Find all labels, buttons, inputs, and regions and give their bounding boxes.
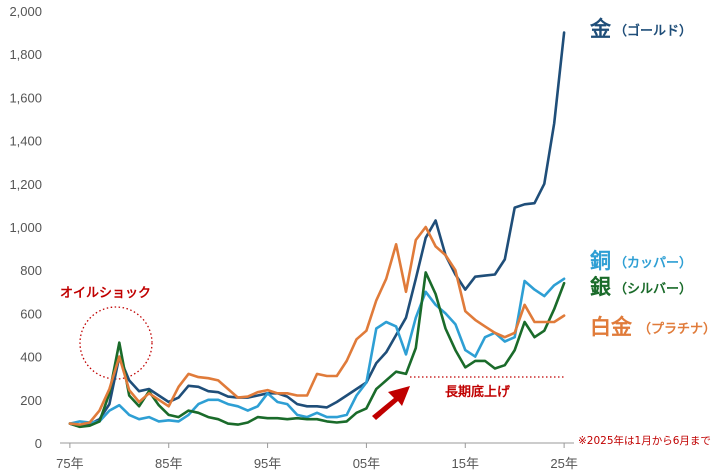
x-tick-label: 95年 <box>254 456 281 471</box>
x-tick-label: 85年 <box>155 456 182 471</box>
oil-shock-annotation: オイルショック <box>60 286 153 380</box>
long-floor-arrow <box>372 386 410 420</box>
y-tick-label: 1,400 <box>9 134 42 149</box>
y-tick-label: 2,000 <box>9 4 42 19</box>
y-tick-label: 400 <box>20 350 42 365</box>
x-axis-ticks: 75年 85年 95年 05年 15年 25年 <box>56 443 578 471</box>
legend-silver-name: 銀 <box>590 275 611 299</box>
legend-copper-sub: （カッパー） <box>614 255 692 271</box>
long-floor-label: 長期底上げ <box>445 384 511 400</box>
legend-silver-sub: （シルバー） <box>614 281 692 297</box>
legend-gold: 金 （ゴールド） <box>589 17 692 41</box>
oil-shock-circle <box>79 306 153 380</box>
series-line-platinum <box>68 225 566 426</box>
y-tick-label: 200 <box>20 393 42 408</box>
legend-copper-name: 銅 <box>590 249 611 273</box>
legend-platinum-name: 白金 <box>590 315 633 339</box>
x-tick-label: 25年 <box>550 456 577 471</box>
x-tick-label: 05年 <box>353 456 380 471</box>
long-floor-annotation: 長期底上げ <box>372 376 566 420</box>
y-axis-ticks: 0 200 400 600 800 1,000 1,200 1,400 1,600 1,800 2,… <box>9 4 42 451</box>
legend-silver: 銀 （シルバー） <box>590 275 692 299</box>
series-line-copper <box>68 277 566 425</box>
legend-gold-sub: （ゴールド） <box>614 23 692 39</box>
y-tick-label: 800 <box>20 263 42 278</box>
legend-platinum: 白金 （プラチナ） <box>590 315 716 339</box>
series-line-gold <box>68 31 566 429</box>
y-tick-label: 1,000 <box>9 220 42 235</box>
y-tick-label: 600 <box>20 306 42 321</box>
legend-gold-name: 金 <box>589 17 612 41</box>
y-tick-label: 0 <box>35 436 42 451</box>
x-tick-label: 15年 <box>452 456 479 471</box>
x-tick-label: 75年 <box>56 456 83 471</box>
legend-copper: 銅 （カッパー） <box>590 249 692 273</box>
y-tick-label: 1,600 <box>9 90 42 105</box>
oil-shock-label: オイルショック <box>60 286 151 301</box>
y-tick-label: 1,800 <box>9 47 42 62</box>
footnote: ※2025年は1月から6月まで <box>578 434 711 447</box>
series-lines <box>68 31 566 429</box>
y-tick-label: 1,200 <box>9 177 42 192</box>
legend-platinum-sub: （プラチナ） <box>638 321 716 337</box>
